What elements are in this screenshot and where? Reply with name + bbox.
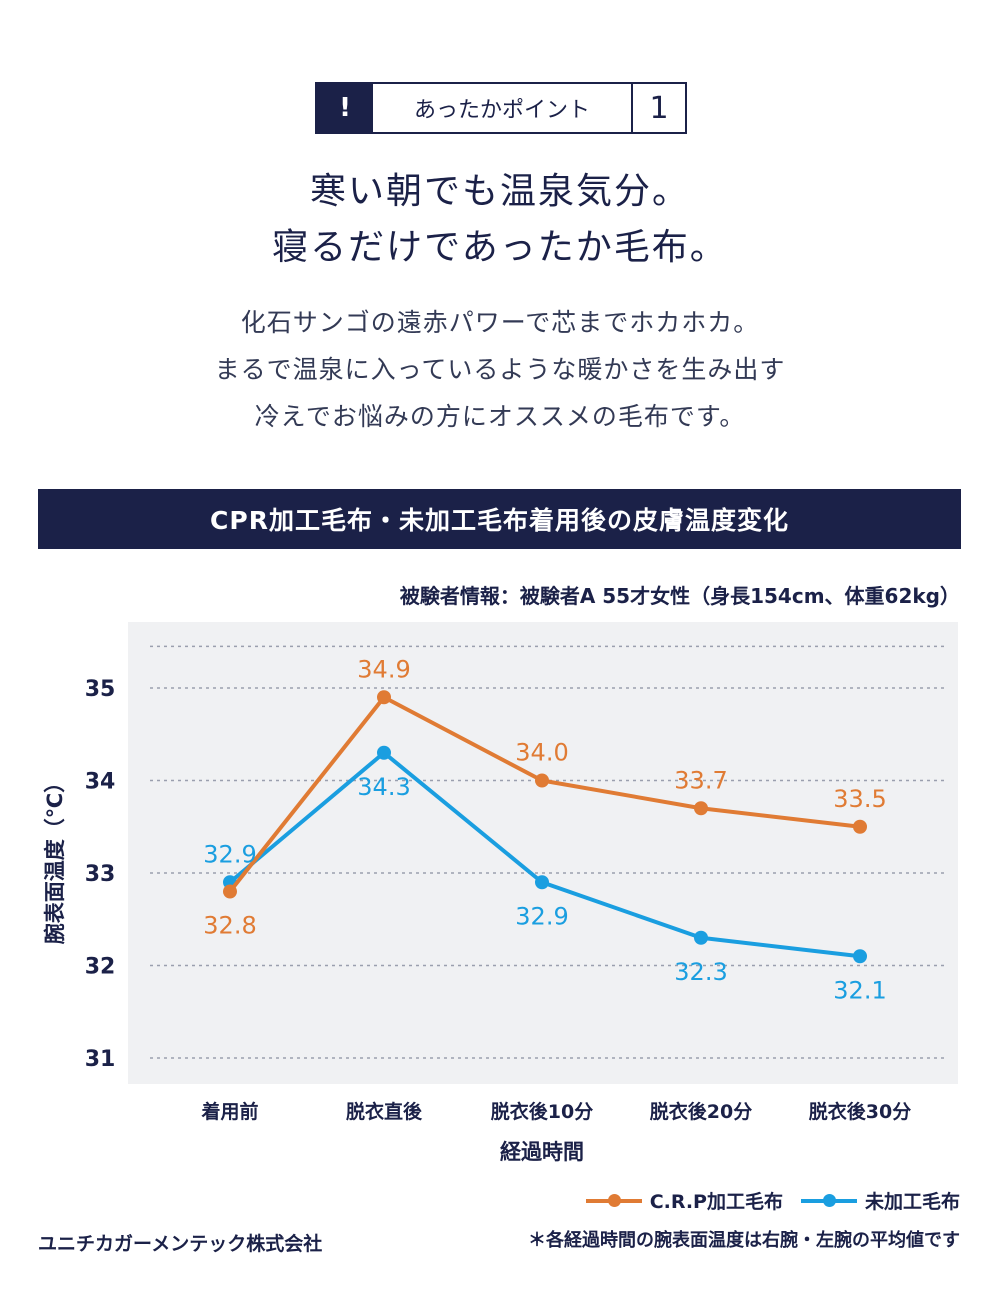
x-tick-label: 脱衣後30分 [809, 1100, 911, 1123]
data-point [223, 884, 237, 899]
subject-info: 被験者情報：被験者A 55才女性（身長154cm、体重62kg） [399, 584, 960, 608]
badge-number: 1 [631, 84, 685, 132]
legend-label-crp: C.R.P加工毛布 [649, 1191, 783, 1213]
y-tick-label: 31 [85, 1047, 116, 1072]
data-label: 34.0 [515, 739, 568, 767]
badge-label: あったかポイント [413, 98, 590, 123]
data-point [694, 801, 708, 816]
x-axis-title: 経過時間 [500, 1140, 584, 1164]
data-point [377, 745, 391, 760]
data-point [853, 949, 867, 964]
legend-swatch-untreated [800, 1193, 857, 1207]
x-tick-label: 脱衣後20分 [650, 1100, 752, 1123]
data-point [694, 930, 708, 945]
footnote: ＊各経過時間の腕表面温度は右腕・左腕の平均値です [528, 1230, 960, 1251]
company-name: ユニチカガーメンテック株式会社 [38, 1233, 323, 1255]
chart-legend: C.R.P加工毛布 未加工毛布 [585, 1187, 960, 1214]
data-label: 32.3 [674, 958, 727, 986]
legend-label-untreated: 未加工毛布 [864, 1191, 960, 1213]
headline-line-2: 寝るだけであったか毛布。 [272, 227, 728, 268]
data-label: 32.9 [515, 902, 568, 930]
data-point [535, 875, 549, 890]
data-label: 32.8 [203, 912, 256, 940]
exclamation-icon: ! [317, 84, 373, 132]
headline-line-1: 寒い朝でも温泉気分。 [309, 171, 690, 212]
y-tick-label: 33 [85, 862, 116, 887]
y-tick-label: 32 [85, 955, 116, 980]
legend-item-crp: C.R.P加工毛布 [585, 1187, 783, 1214]
x-tick-label: 着用前 [201, 1100, 258, 1123]
data-label: 34.9 [357, 655, 410, 683]
body-line-1: 化石サンゴの遠赤パワーで芯までホカホカ。 [240, 308, 760, 337]
y-tick-label: 34 [85, 770, 116, 795]
data-label: 33.5 [833, 785, 886, 813]
y-axis-title: 腕表面温度（℃） [43, 772, 67, 944]
data-point [377, 690, 391, 705]
data-label: 32.9 [203, 840, 256, 868]
y-tick-label: 35 [85, 677, 116, 702]
data-point [535, 773, 549, 788]
data-label: 33.7 [674, 766, 727, 794]
data-label: 34.3 [357, 773, 410, 801]
body-line-3: 冷えでお悩みの方にオススメの毛布です。 [254, 402, 746, 431]
data-point [853, 819, 867, 834]
x-tick-label: 脱衣後10分 [491, 1100, 593, 1123]
x-tick-label: 脱衣直後 [346, 1100, 423, 1123]
legend-item-untreated: 未加工毛布 [800, 1187, 960, 1214]
point-badge: ! あったかポイント 1 [315, 82, 687, 134]
body-line-2: まるで温泉に入っているような暖かさを生み出す [214, 355, 786, 384]
legend-swatch-crp [585, 1193, 642, 1207]
data-label: 32.1 [833, 976, 886, 1004]
chart-title-banner: CPR加工毛布・未加工毛布着用後の皮膚温度変化 [38, 489, 961, 549]
